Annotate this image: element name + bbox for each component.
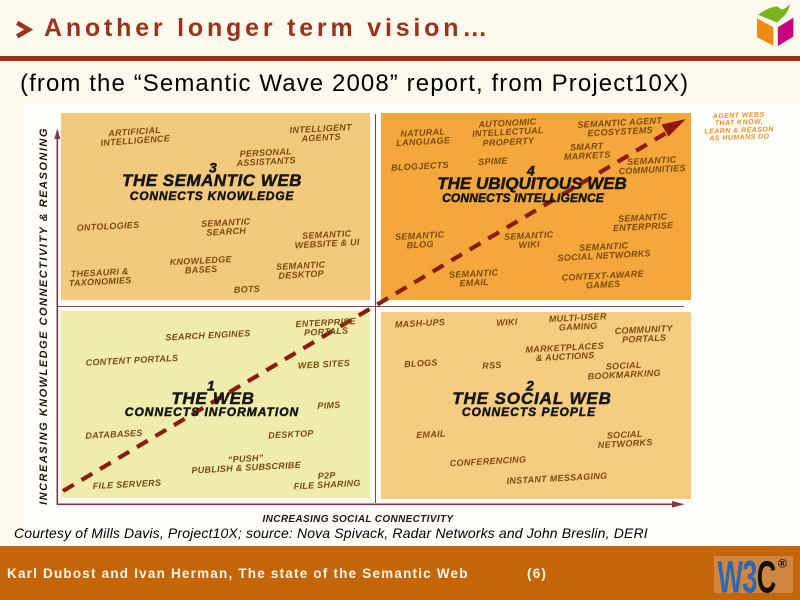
svg-text:®: ® <box>778 557 787 571</box>
svg-text:W3C: W3C <box>718 556 776 593</box>
